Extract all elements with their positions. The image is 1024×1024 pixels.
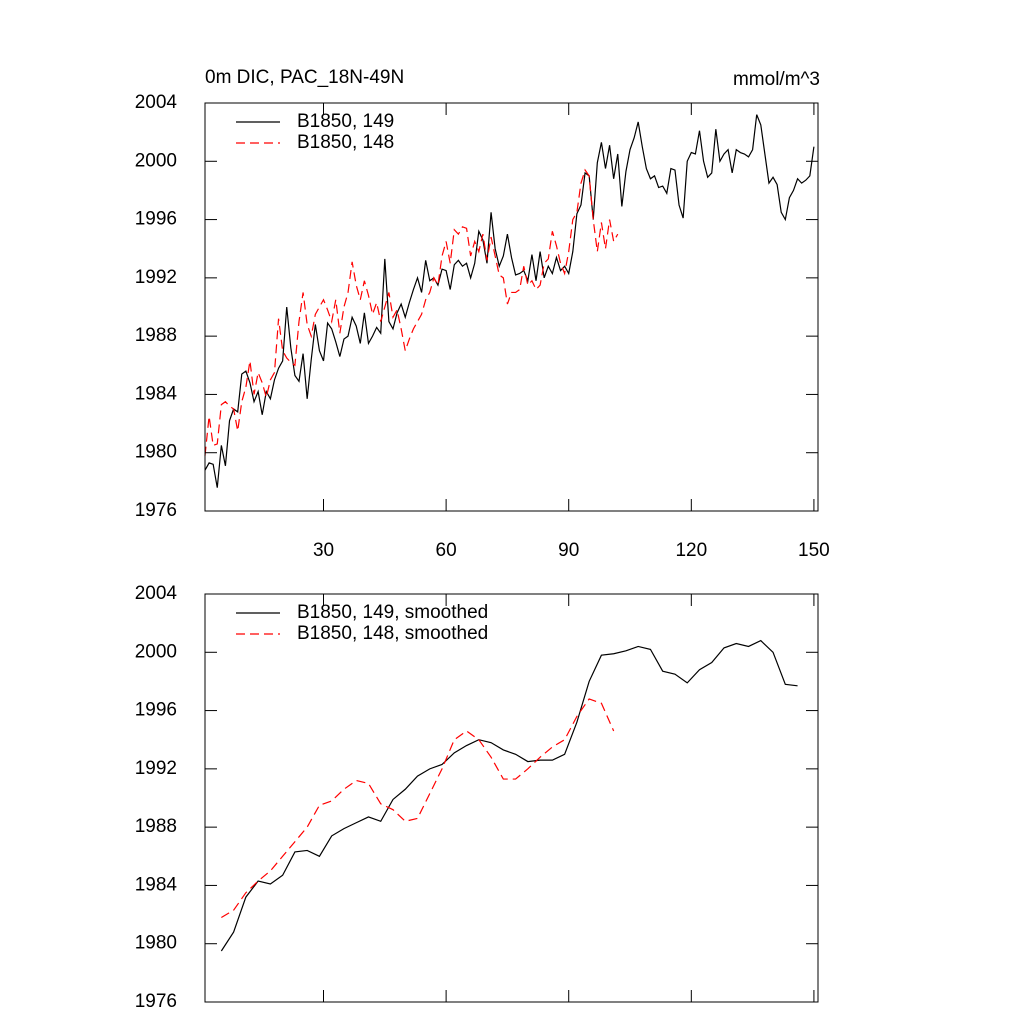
plot-frame <box>204 593 819 1003</box>
y-tick-label: 1992 <box>135 267 177 288</box>
y-tick-label: 1988 <box>135 325 177 346</box>
legend-label: B1850, 148 <box>297 132 394 153</box>
data-line <box>204 114 815 488</box>
plot-frame <box>204 102 819 512</box>
y-tick-label: 2004 <box>135 92 178 113</box>
legend-label: B1850, 149 <box>297 111 394 132</box>
y-tick-label: 1976 <box>135 991 177 1012</box>
x-tick-label: 150 <box>798 540 830 561</box>
y-tick-label: 1980 <box>135 442 177 463</box>
y-tick-label: 1996 <box>135 209 177 230</box>
data-line <box>220 639 798 952</box>
y-tick-label: 1984 <box>135 383 178 404</box>
y-tick-label: 2004 <box>135 583 178 604</box>
y-tick-label: 2000 <box>135 150 177 171</box>
y-tick-label: 2000 <box>135 641 177 662</box>
x-tick-label: 30 <box>313 540 334 561</box>
y-tick-label: 1984 <box>135 874 178 895</box>
x-tick-label: 120 <box>675 540 707 561</box>
x-tick-label: 60 <box>436 540 457 561</box>
y-tick-label: 1988 <box>135 816 177 837</box>
y-tick-label: 1980 <box>135 933 177 954</box>
data-line <box>204 168 619 456</box>
y-tick-label: 1992 <box>135 758 177 779</box>
y-tick-label: 1996 <box>135 700 177 721</box>
y-tick-label: 1976 <box>135 500 177 521</box>
legend-label: B1850, 149, smoothed <box>297 602 488 623</box>
legend-label: B1850, 148, smoothed <box>297 623 488 644</box>
units-label: mmol/m^3 <box>733 69 820 90</box>
x-tick-label: 90 <box>558 540 579 561</box>
chart-title: 0m DIC, PAC_18N-49N <box>205 67 404 88</box>
data-line <box>221 698 615 919</box>
